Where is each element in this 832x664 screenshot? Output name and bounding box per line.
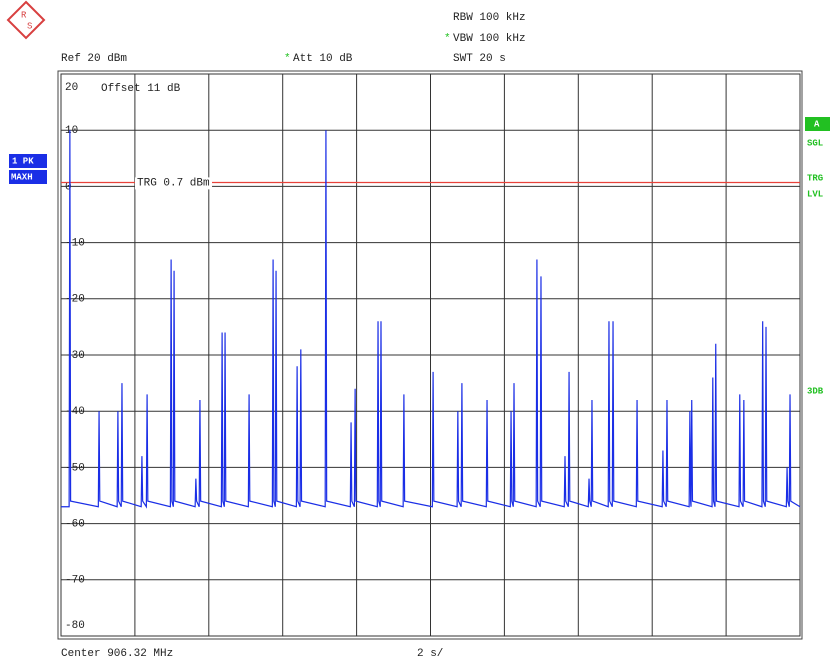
vbw-mark: * bbox=[444, 33, 451, 45]
side-label: TRG bbox=[807, 173, 823, 183]
rbw: RBW 100 kHz bbox=[453, 12, 526, 24]
y-tick-label: -50 bbox=[65, 462, 85, 474]
trigger-label: TRG 0.7 dBm bbox=[137, 177, 210, 189]
trace-mode-box bbox=[9, 170, 47, 184]
trace-label-box bbox=[9, 154, 47, 168]
vbw: VBW 100 kHz bbox=[453, 33, 526, 45]
y-tick-label: -80 bbox=[65, 620, 85, 632]
attenuation: Att 10 dB bbox=[293, 53, 353, 65]
center-frequency: Center 906.32 MHz bbox=[61, 648, 173, 660]
side-label: LVL bbox=[807, 189, 823, 199]
y-tick-label: -40 bbox=[65, 406, 85, 418]
att-mark: * bbox=[284, 53, 291, 65]
outer-frame bbox=[57, 70, 803, 640]
trigger-label-bg bbox=[135, 177, 213, 190]
logo-letter: S bbox=[27, 21, 32, 31]
trace-mode: MAXH bbox=[11, 172, 33, 182]
ref-level: Ref 20 dBm bbox=[61, 53, 127, 65]
side-label: 3DB bbox=[807, 386, 824, 396]
y-tick-label: 10 bbox=[65, 125, 78, 137]
side-label: A bbox=[814, 119, 820, 129]
y-tick-label: -20 bbox=[65, 294, 85, 306]
sweep-time: SWT 20 s bbox=[453, 53, 506, 65]
y-tick-label: -60 bbox=[65, 519, 85, 531]
y-tick-label: -70 bbox=[65, 575, 85, 587]
side-label: SGL bbox=[807, 138, 823, 148]
logo-diamond bbox=[6, 0, 46, 40]
offset: Offset 11 dB bbox=[101, 83, 181, 95]
y-tick-label: 20 bbox=[65, 82, 78, 94]
trace-label: 1 PK bbox=[12, 156, 34, 166]
trace bbox=[61, 130, 801, 509]
time-per-division: 2 s/ bbox=[417, 648, 443, 660]
y-tick-label: 0 bbox=[65, 181, 72, 193]
logo: R S bbox=[6, 0, 46, 40]
side-box bbox=[805, 117, 830, 131]
logo-letter: R bbox=[21, 10, 27, 20]
y-tick-label: -30 bbox=[65, 350, 85, 362]
y-tick-label: -10 bbox=[65, 238, 85, 250]
